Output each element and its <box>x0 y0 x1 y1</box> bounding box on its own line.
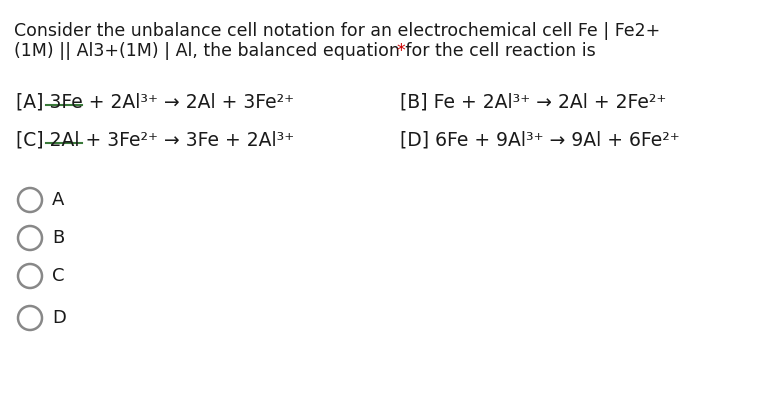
Text: [C] 2Al + 3Fe²⁺ → 3Fe + 2Al³⁺: [C] 2Al + 3Fe²⁺ → 3Fe + 2Al³⁺ <box>16 130 294 149</box>
Text: [A] 3Fe + 2Al³⁺ → 2Al + 3Fe²⁺: [A] 3Fe + 2Al³⁺ → 2Al + 3Fe²⁺ <box>16 92 294 111</box>
Text: A: A <box>52 191 64 209</box>
Text: [D] 6Fe + 9Al³⁺ → 9Al + 6Fe²⁺: [D] 6Fe + 9Al³⁺ → 9Al + 6Fe²⁺ <box>400 130 680 149</box>
Text: C: C <box>52 267 64 285</box>
Text: B: B <box>52 229 64 247</box>
Text: D: D <box>52 309 66 327</box>
Text: [B] Fe + 2Al³⁺ → 2Al + 2Fe²⁺: [B] Fe + 2Al³⁺ → 2Al + 2Fe²⁺ <box>400 92 666 111</box>
Text: Consider the unbalance cell notation for an electrochemical cell Fe | Fe2+: Consider the unbalance cell notation for… <box>14 22 660 40</box>
Text: (1M) || Al3+(1M) | Al, the balanced equation for the cell reaction is: (1M) || Al3+(1M) | Al, the balanced equa… <box>14 42 601 60</box>
Text: *: * <box>396 42 405 60</box>
